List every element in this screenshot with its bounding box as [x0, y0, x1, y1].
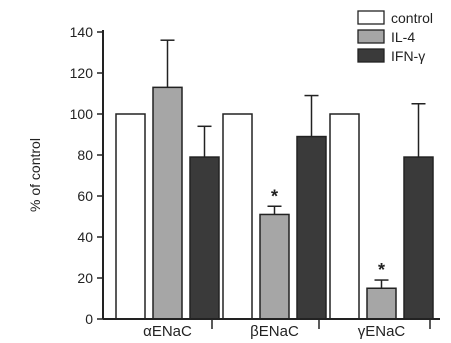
bar-IL-4-0 — [152, 86, 183, 320]
bar-IL-4-2 — [366, 287, 397, 320]
legend: control IL-4 IFN-γ — [357, 10, 433, 64]
x-category-label-0: αENaC — [143, 323, 192, 340]
y-tick-label-20: 20 — [77, 270, 93, 286]
legend-swatch-IFN-γ — [357, 48, 385, 63]
y-tick-label-80: 80 — [77, 147, 93, 163]
y-tick-label-60: 60 — [77, 188, 93, 204]
x-category-label-2: γENaC — [358, 323, 406, 340]
y-tick-label-120: 120 — [70, 65, 94, 81]
bars-group: ** — [115, 39, 434, 320]
y-axis-label: % of control — [27, 138, 43, 212]
bar-IL-4-1 — [259, 213, 290, 320]
bar-IFN-γ-1 — [296, 135, 327, 320]
legend-label-control: control — [391, 10, 433, 26]
legend-swatch-control — [357, 10, 385, 25]
bar-control-1 — [222, 113, 253, 320]
bar-control-0 — [115, 113, 146, 320]
y-tick-label-140: 140 — [70, 24, 94, 40]
bar-IFN-γ-0 — [189, 156, 220, 320]
significance-marker: * — [378, 260, 385, 280]
y-tick-label-40: 40 — [77, 229, 93, 245]
legend-label-IL-4: IL-4 — [391, 29, 415, 45]
bar-IFN-γ-2 — [403, 156, 434, 320]
y-axis: 0 20 40 60 80 100 120 140 — [70, 24, 104, 327]
y-tick-label-0: 0 — [85, 311, 93, 327]
legend-label-IFN-γ: IFN-γ — [391, 48, 425, 64]
x-axis: αENaC βENaC γENaC — [103, 318, 440, 340]
legend-swatch-IL-4 — [357, 29, 385, 44]
y-tick-label-100: 100 — [70, 106, 94, 122]
bar-control-2 — [329, 113, 360, 320]
x-category-label-1: βENaC — [250, 323, 299, 340]
significance-marker: * — [271, 186, 278, 206]
